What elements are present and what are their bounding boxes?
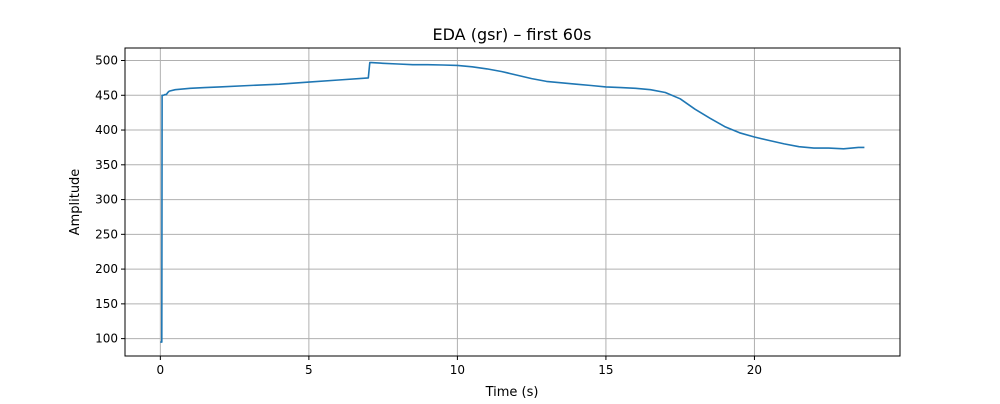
x-tick-label: 15 [598, 363, 613, 377]
x-tick-label: 20 [747, 363, 762, 377]
x-axis-label: Time (s) [485, 385, 539, 400]
y-tick-label: 200 [95, 262, 118, 276]
y-tick-label: 300 [95, 193, 118, 207]
y-tick-label: 100 [95, 332, 118, 346]
y-tick-label: 250 [95, 227, 118, 241]
grid-layer [125, 48, 900, 356]
chart-title: EDA (gsr) – first 60s [433, 25, 592, 44]
x-tick-label: 0 [157, 363, 165, 377]
series-layer [160, 61, 865, 343]
x-tick-label: 5 [305, 363, 313, 377]
y-axis-label: Amplitude [68, 169, 83, 236]
y-tick-label: 450 [95, 88, 118, 102]
y-tick-label: 150 [95, 297, 118, 311]
y-tick-label: 350 [95, 158, 118, 172]
plot-frame [124, 47, 901, 357]
tick-layer: 0 5 10 15 20 100 150 200 250 300 350 400 450 500 [95, 54, 762, 377]
y-tick-label: 400 [95, 123, 118, 137]
x-tick-label: 10 [450, 363, 465, 377]
series-line [160, 61, 865, 343]
y-tick-label: 500 [95, 54, 118, 68]
